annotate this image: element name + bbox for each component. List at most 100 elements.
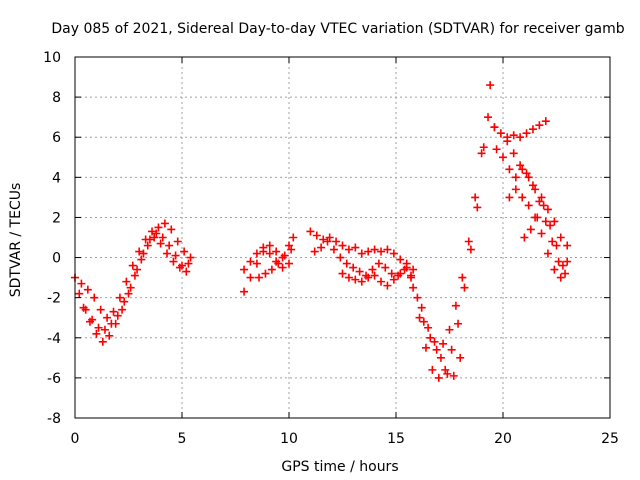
data-point-marker (139, 249, 148, 258)
data-point-marker (94, 323, 103, 332)
data-point-marker (115, 293, 124, 302)
data-point-marker (278, 263, 287, 272)
data-point-marker (543, 249, 552, 258)
x-tick-label: 15 (387, 431, 405, 447)
data-point-marker (351, 243, 360, 252)
data-point-marker (120, 297, 129, 306)
data-point-marker (451, 301, 460, 310)
data-point-marker (383, 281, 392, 290)
data-point-marker (252, 259, 261, 268)
data-point-marker (518, 165, 527, 174)
data-point-marker (246, 273, 255, 282)
data-point-marker (344, 273, 353, 282)
data-point-marker (122, 277, 131, 286)
data-point-marker (471, 193, 480, 202)
data-point-marker (135, 247, 144, 256)
data-point-marker (464, 237, 473, 246)
series-track-m (490, 117, 550, 142)
data-point-marker (83, 285, 92, 294)
data-point-marker (370, 271, 379, 280)
data-point-marker (396, 255, 405, 264)
data-point-marker (160, 219, 169, 228)
data-point-marker (377, 247, 386, 256)
data-point-marker (430, 337, 439, 346)
data-point-marker (246, 257, 255, 266)
data-point-marker (550, 265, 559, 274)
data-point-marker (556, 233, 565, 242)
data-point-marker (518, 193, 527, 202)
data-point-marker (287, 245, 296, 254)
data-point-marker (274, 259, 283, 268)
data-point-marker (503, 137, 512, 146)
y-tick-label: -8 (47, 411, 61, 427)
data-point-marker (349, 263, 358, 272)
data-point-marker (539, 201, 548, 210)
data-point-marker (77, 279, 86, 288)
data-point-marker (265, 249, 274, 258)
data-point-marker (516, 133, 525, 142)
data-point-marker (325, 233, 334, 242)
series-track-o (503, 137, 570, 278)
data-point-marker (109, 307, 118, 316)
series-track-d (240, 233, 298, 296)
series-track-i (338, 269, 405, 290)
data-point-marker (240, 287, 249, 296)
data-point-marker (558, 261, 567, 270)
data-point-marker (524, 201, 533, 210)
data-point-marker (289, 233, 298, 242)
series-track-c (75, 229, 193, 334)
data-point-marker (460, 283, 469, 292)
data-point-marker (357, 249, 366, 258)
x-tick-label: 25 (601, 431, 619, 447)
data-point-marker (81, 305, 90, 314)
data-point-marker (154, 223, 163, 232)
data-point-marker (259, 243, 268, 252)
y-tick-label: 2 (52, 210, 61, 226)
data-point-marker (505, 165, 514, 174)
data-point-marker (387, 269, 396, 278)
data-point-marker (178, 261, 186, 270)
data-point-marker (428, 365, 437, 374)
data-point-marker (528, 181, 537, 190)
data-point-marker (381, 263, 390, 272)
series-track-g (306, 227, 418, 274)
data-point-marker (370, 245, 379, 254)
data-point-marker (240, 265, 249, 274)
data-point-marker (434, 373, 443, 382)
x-tick-label: 20 (494, 431, 512, 447)
y-tick-label: 0 (52, 251, 61, 267)
data-point-marker (522, 129, 531, 138)
data-point-marker (531, 185, 540, 194)
data-point-marker (419, 317, 428, 326)
data-point-marker (133, 265, 142, 274)
data-point-marker (90, 293, 99, 302)
data-point-marker (563, 257, 572, 266)
data-point-marker (511, 173, 520, 182)
data-point-marker (171, 251, 180, 260)
data-point-marker (186, 253, 195, 262)
data-point-marker (445, 325, 454, 334)
x-tick-label: 0 (71, 431, 80, 447)
data-point-marker (255, 273, 264, 282)
data-point-marker (165, 241, 174, 250)
data-point-marker (128, 261, 137, 270)
data-point-marker (377, 277, 386, 286)
series-track-f (255, 245, 296, 282)
data-point-marker (265, 241, 274, 250)
data-point-marker (357, 277, 366, 286)
y-axis-label: SDTVAR / TECUs (8, 183, 24, 298)
data-point-marker (449, 371, 458, 380)
series-track-e (240, 243, 293, 274)
data-point-marker (137, 255, 146, 264)
data-point-marker (355, 267, 364, 276)
series-track-j (402, 81, 495, 382)
data-point-marker (447, 345, 456, 354)
data-point-marker (479, 143, 488, 152)
data-point-marker (145, 235, 154, 244)
data-point-marker (421, 343, 430, 352)
data-point-marker (285, 241, 293, 250)
data-point-marker (173, 237, 182, 246)
x-axis-label: GPS time / hours (281, 459, 398, 475)
